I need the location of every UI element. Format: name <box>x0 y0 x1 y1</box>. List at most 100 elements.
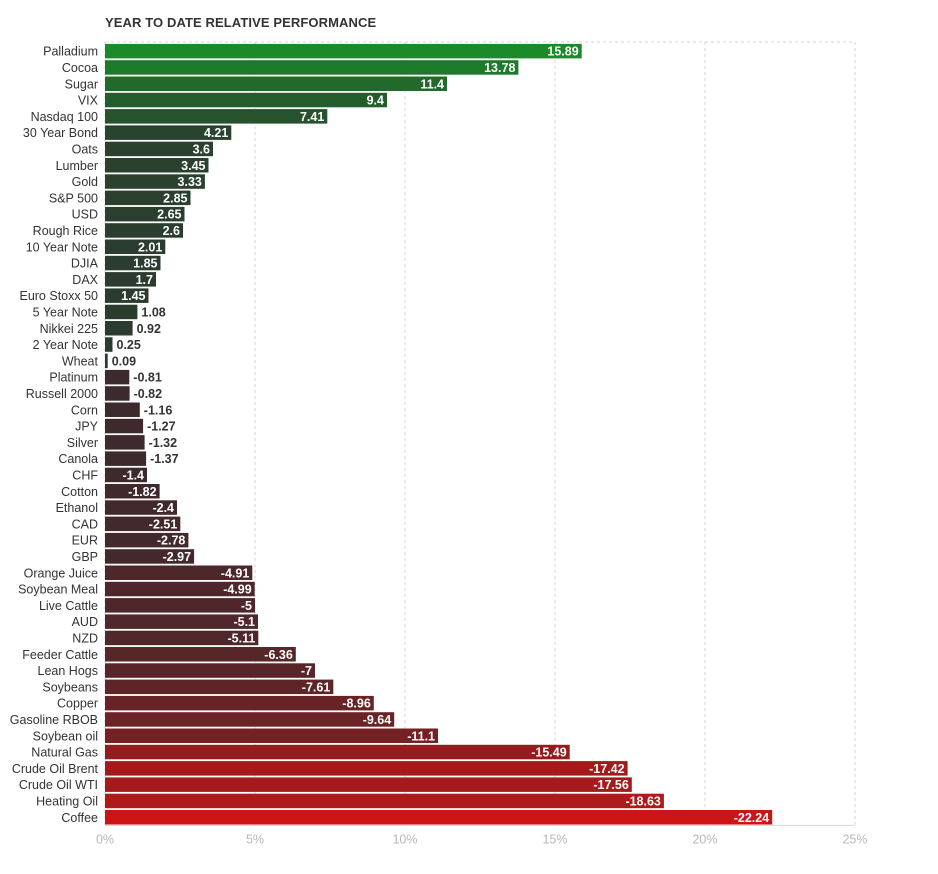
category-label: S&P 500 <box>49 191 98 205</box>
label-layer: Palladium 15.89 Cocoa 13.78 Sugar 11.4 VIX 9.4 N… <box>10 45 769 825</box>
bar <box>105 810 773 825</box>
x-tick-label: 15% <box>542 832 567 846</box>
x-tick-label: 5% <box>246 832 264 846</box>
bar <box>105 761 628 776</box>
bar <box>105 744 570 760</box>
value-label: 3.33 <box>178 175 202 189</box>
bar <box>105 728 438 743</box>
category-label: Orange Juice <box>24 566 98 580</box>
category-label: Sugar <box>65 77 98 91</box>
value-label: 0.25 <box>117 338 141 352</box>
bar <box>105 125 232 140</box>
category-label: Nikkei 225 <box>40 322 98 336</box>
value-label: -1.16 <box>144 403 173 417</box>
bar <box>105 777 632 792</box>
value-label: -17.42 <box>589 762 624 776</box>
category-label: NZD <box>72 631 98 645</box>
category-label: Natural Gas <box>31 746 98 760</box>
category-label: Lean Hogs <box>38 664 98 678</box>
bar <box>105 255 161 271</box>
bar <box>105 304 138 320</box>
bar <box>105 614 258 629</box>
category-label: EUR <box>72 534 98 548</box>
value-label: -8.96 <box>342 697 371 711</box>
bar <box>105 516 181 532</box>
category-label: Copper <box>57 697 98 711</box>
value-label: -2.4 <box>152 501 174 515</box>
category-label: Gold <box>72 175 98 189</box>
tick-layer: 0% 5% 10% 15% 20% 25% <box>96 832 868 846</box>
category-label: 2 Year Note <box>33 338 98 352</box>
bar <box>105 60 519 75</box>
value-label: 2.65 <box>157 208 181 222</box>
bar <box>105 76 447 91</box>
bar <box>105 500 177 515</box>
bar <box>105 451 147 466</box>
category-label: Corn <box>71 403 98 417</box>
value-label: 0.09 <box>112 354 136 368</box>
category-label: GBP <box>72 550 98 564</box>
value-label: 2.6 <box>163 224 180 238</box>
bar <box>105 43 582 59</box>
bar <box>105 321 133 336</box>
value-label: 3.6 <box>193 142 210 156</box>
value-label: -0.82 <box>134 387 163 401</box>
bar <box>105 532 189 548</box>
bar <box>105 679 334 695</box>
value-label: -4.99 <box>223 583 252 597</box>
bar <box>105 663 315 678</box>
bar <box>105 190 191 206</box>
category-label: Canola <box>58 452 98 466</box>
category-label: Silver <box>67 436 98 450</box>
category-label: Russell 2000 <box>26 387 98 401</box>
value-label: -4.91 <box>221 566 250 580</box>
bar-layer <box>105 43 773 825</box>
category-label: Rough Rice <box>33 224 98 238</box>
value-label: -5.11 <box>227 631 255 645</box>
category-label: DAX <box>72 273 98 287</box>
category-label: USD <box>72 208 98 222</box>
category-label: Soybean Meal <box>18 583 98 597</box>
value-label: -6.36 <box>264 648 293 662</box>
value-label: -1.4 <box>122 468 144 482</box>
bar <box>105 92 387 108</box>
category-label: CHF <box>72 468 98 482</box>
value-label: 1.08 <box>141 305 165 319</box>
value-label: -7.61 <box>302 680 331 694</box>
value-label: -17.56 <box>593 778 628 792</box>
bar <box>105 467 147 483</box>
bar <box>105 174 205 189</box>
category-label: Cotton <box>61 485 98 499</box>
bar <box>105 288 149 303</box>
value-label: 1.85 <box>133 257 157 271</box>
value-label: 11.4 <box>420 77 444 91</box>
bar <box>105 630 259 646</box>
value-label: -22.24 <box>734 811 769 825</box>
value-label: 15.89 <box>547 45 578 59</box>
category-label: Coffee <box>61 811 98 825</box>
value-label: -0.81 <box>133 371 162 385</box>
category-label: CAD <box>72 517 98 531</box>
chart-title: YEAR TO DATE RELATIVE PERFORMANCE <box>105 15 377 30</box>
bar <box>105 695 374 711</box>
category-label: Euro Stoxx 50 <box>19 289 98 303</box>
x-tick-label: 10% <box>392 832 417 846</box>
value-label: -5 <box>241 599 252 613</box>
category-label: JPY <box>75 420 99 434</box>
value-label: 0.92 <box>137 322 161 336</box>
value-label: 9.4 <box>367 94 384 108</box>
bar <box>105 206 185 222</box>
bar <box>105 484 160 499</box>
value-label: -1.37 <box>150 452 179 466</box>
category-label: Lumber <box>56 159 98 173</box>
category-label: 30 Year Bond <box>23 126 98 140</box>
value-label: -2.97 <box>163 550 192 564</box>
category-label: Platinum <box>49 371 98 385</box>
value-label: 2.85 <box>163 191 187 205</box>
value-label: 2.01 <box>138 240 162 254</box>
value-label: 1.7 <box>136 273 153 287</box>
category-label: Soybean oil <box>33 729 98 743</box>
category-label: AUD <box>72 615 98 629</box>
value-label: -15.49 <box>531 746 566 760</box>
